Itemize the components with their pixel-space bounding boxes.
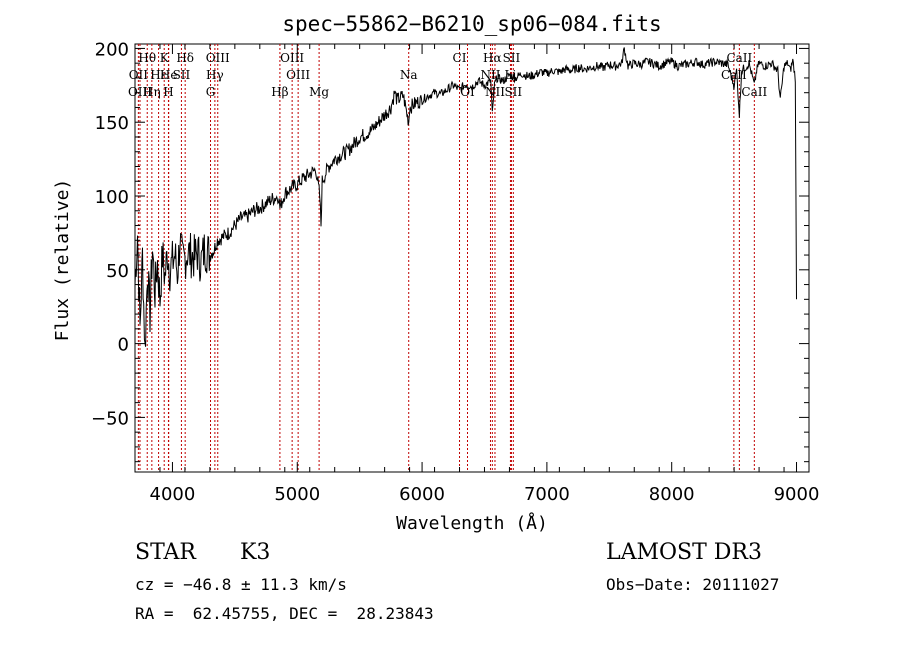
line-label: Hδ: [176, 51, 194, 65]
line-label: H: [163, 85, 173, 99]
y-axis-label: Flux (relative): [52, 179, 73, 342]
line-label: OII: [129, 68, 149, 82]
line-label: CaII: [726, 51, 752, 65]
line-label: SII: [503, 51, 521, 65]
line-label: CaII: [721, 68, 747, 82]
line-label: Hγ: [206, 68, 224, 82]
line-label: SII: [504, 85, 522, 99]
line-label: Mg: [309, 85, 329, 99]
line-label: G: [206, 85, 216, 99]
line-label: OIII: [280, 51, 304, 65]
line-label: CaII: [741, 85, 767, 99]
redshift-velocity: cz = −46.8 ± 11.3 km/s: [135, 575, 347, 594]
survey-name: LAMOST DR3: [606, 540, 762, 565]
line-label: Na: [400, 68, 418, 82]
y-tick-label: 50: [106, 261, 129, 282]
line-label: He: [160, 68, 178, 82]
line-label: NII: [485, 85, 505, 99]
x-tick-label: 7000: [524, 484, 570, 505]
line-label: SII: [173, 68, 191, 82]
axis-ticks: [134, 44, 810, 472]
spectral-line-markers: [137, 44, 755, 472]
x-axis-label: Wavelength (Å): [396, 512, 548, 534]
y-tick-label: 100: [95, 187, 129, 208]
line-label: OIII: [206, 51, 230, 65]
x-tick-label: 8000: [649, 484, 695, 505]
spectrum-series: [134, 47, 797, 347]
line-label: Hη: [143, 85, 161, 99]
x-tick-label: 5000: [274, 484, 320, 505]
coordinates: RA = 62.45755, DEC = 28.23843: [135, 604, 434, 623]
line-label: Hε: [150, 68, 167, 82]
x-tick-label: 6000: [399, 484, 445, 505]
plot-frame: [134, 43, 810, 473]
y-tick-label: 0: [118, 335, 129, 356]
line-label: Hα: [483, 51, 502, 65]
object-subclass: K3: [240, 540, 271, 565]
line-label: OIII: [128, 85, 152, 99]
y-tick-label: 200: [95, 39, 129, 60]
object-class: STAR: [135, 540, 196, 565]
axis-tick-labels: 4000 5000 6000 7000 8000 9000 −50 0 50 100 150 200: [91, 39, 819, 505]
line-label: K: [160, 51, 170, 65]
x-tick-label: 9000: [774, 484, 820, 505]
y-tick-label: 150: [95, 113, 129, 134]
x-tick-label: 4000: [150, 484, 196, 505]
observation-date: Obs−Date: 20111027: [606, 575, 780, 594]
spectrum-line: [134, 47, 797, 347]
line-label: CI: [453, 51, 467, 65]
chart-title: spec−55862−B6210_sp06−084.fits: [282, 12, 661, 36]
y-tick-label: −50: [91, 408, 129, 429]
line-label: Hθ: [138, 51, 156, 65]
line-label: Hβ: [271, 85, 288, 99]
line-label: OIII: [286, 68, 310, 82]
